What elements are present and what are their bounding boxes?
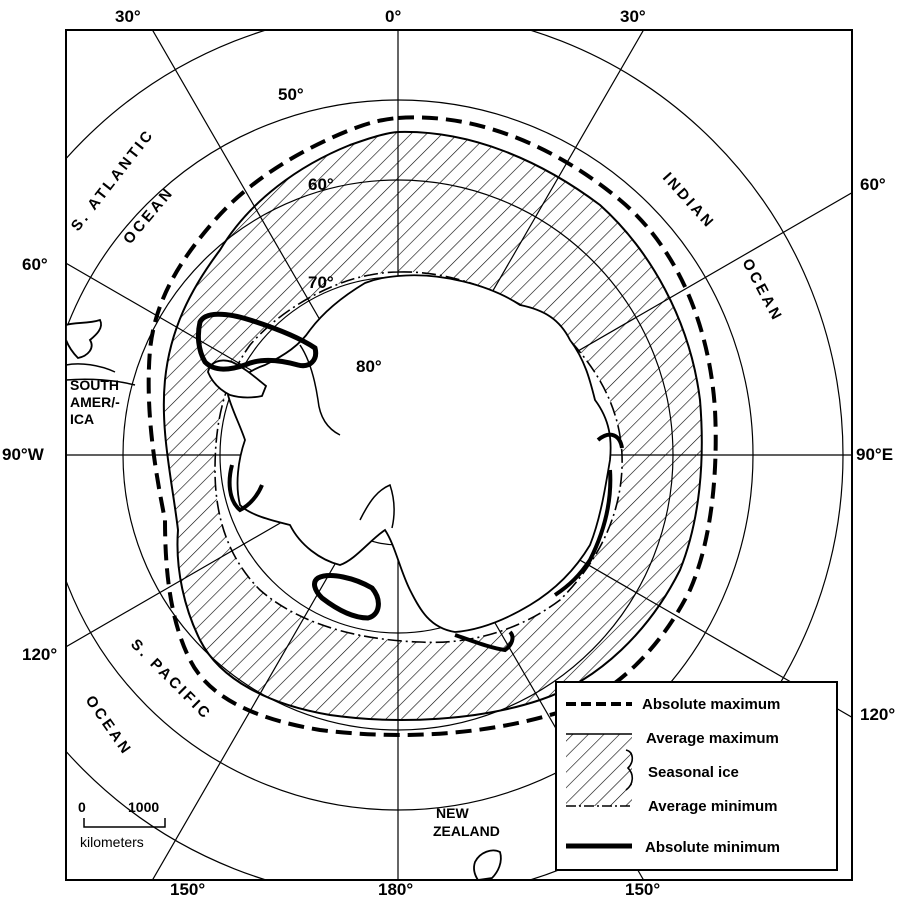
- legend-average-minimum-label: Average minimum: [648, 798, 778, 815]
- legend-average-maximum-label: Average maximum: [646, 730, 779, 747]
- label-ocean-atlantic: OCEAN: [120, 184, 177, 248]
- antarctica-coastline: [227, 274, 612, 633]
- seasonal-ice-band: [163, 131, 702, 720]
- new-zealand-land: [473, 849, 502, 881]
- label-60-left: 60°: [22, 255, 48, 274]
- legend-seasonal-ice-label: Seasonal ice: [648, 764, 739, 781]
- label-new-zealand-2: ZEALAND: [433, 823, 500, 839]
- absolute-minimum-weddell: [195, 311, 319, 372]
- scale-end-label: 1000: [128, 799, 159, 815]
- scale-start-label: 0: [78, 799, 86, 815]
- label-30e-top: 30°: [620, 7, 646, 26]
- label-ocean-pacific: OCEAN: [82, 693, 136, 759]
- label-lat-60: 60°: [308, 175, 334, 194]
- label-90w-left: 90°W: [2, 445, 45, 464]
- weddell-sea-coast: [299, 344, 341, 436]
- scale-unit-label: kilometers: [80, 834, 144, 850]
- label-60-right: 60°: [860, 175, 886, 194]
- absolute-maximum-line: [146, 115, 718, 737]
- legend-absolute-minimum-label: Absolute minimum: [645, 839, 780, 856]
- absolute-minimum-pacific: [454, 630, 515, 653]
- label-lat-70: 70°: [308, 273, 334, 292]
- legend-brace: [625, 749, 634, 791]
- label-indian: INDIAN: [659, 169, 718, 232]
- legend-absolute-maximum-label: Absolute maximum: [642, 696, 780, 713]
- label-120-right: 120°: [860, 705, 895, 724]
- absolute-minimum-ross: [312, 573, 381, 621]
- label-new-zealand-1: NEW: [436, 805, 469, 821]
- label-south-america-2: AMER/-: [70, 394, 120, 410]
- label-150w-bottom: 150°: [170, 880, 205, 899]
- absolute-minimum-bellingshausen: [227, 464, 264, 513]
- label-lat-80: 80°: [356, 357, 382, 376]
- south-america-coast: [65, 363, 136, 386]
- label-south-america-1: SOUTH: [70, 377, 119, 393]
- absolute-minimum-east: [553, 432, 624, 597]
- label-0-top: 0°: [385, 7, 401, 26]
- label-south-america-3: ICA: [70, 411, 94, 427]
- label-90e-right: 90°E: [856, 445, 893, 464]
- label-30w-top: 30°: [115, 7, 141, 26]
- label-180-bottom: 180°: [378, 880, 413, 899]
- label-150e-bottom: 150°: [625, 880, 660, 899]
- label-lat-50: 50°: [278, 85, 304, 104]
- scale-bar: 0 1000 kilometers: [78, 799, 166, 850]
- scale-bar-line: [83, 818, 166, 828]
- label-ocean-indian: OCEAN: [738, 256, 785, 325]
- average-maximum-line: [162, 130, 703, 721]
- ross-sea-coast: [359, 483, 395, 529]
- south-america-land: [65, 318, 102, 359]
- legend: Absolute maximum Average maximum Seasona…: [555, 681, 838, 871]
- label-s-pacific: S. PACIFIC: [127, 636, 215, 724]
- label-120-left: 120°: [22, 645, 57, 664]
- legend-seasonal-ice-swatch: [566, 734, 632, 806]
